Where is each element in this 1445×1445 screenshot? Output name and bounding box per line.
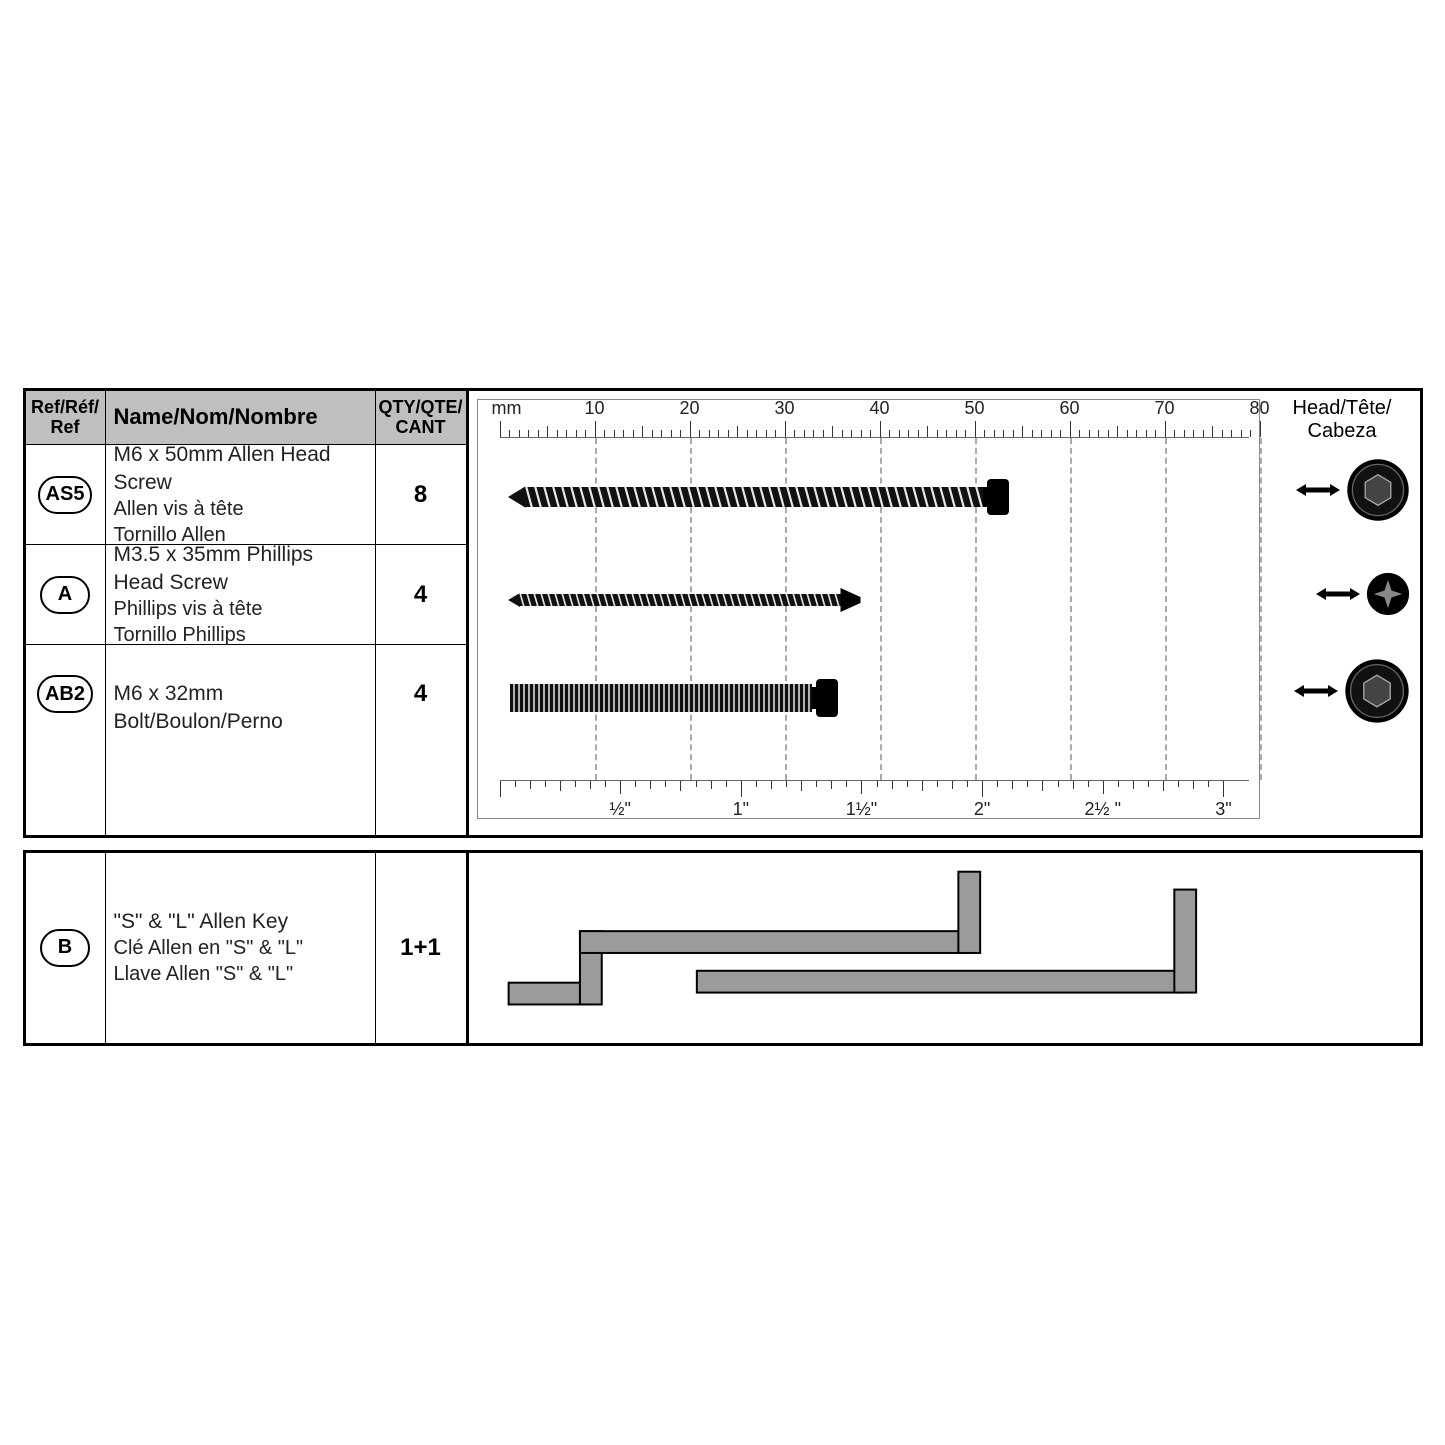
inch-tick-label: ½" bbox=[609, 799, 630, 820]
head-column: Head/Tête/ Cabeza bbox=[1265, 391, 1420, 835]
name-lines: M6 x 50mm Allen Head ScrewAllen vis à tê… bbox=[114, 441, 367, 548]
screw-illustration bbox=[508, 675, 1249, 725]
mm-unit-label: mm bbox=[492, 398, 522, 419]
allen-key-visual bbox=[466, 853, 1420, 1043]
head-icon-group bbox=[1316, 572, 1410, 616]
header-qty: QTY/QTE/ CANT bbox=[376, 391, 466, 445]
mm-tick-label: 30 bbox=[774, 398, 794, 419]
name-lines: M3.5 x 35mm Phillips Head ScrewPhillips … bbox=[114, 541, 367, 648]
head-icon-group bbox=[1296, 458, 1410, 522]
table-row: A M3.5 x 35mm Phillips Head ScrewPhillip… bbox=[26, 545, 466, 645]
ruler-bottom: ½" 1" 1½" 2" 2½ " 3" bbox=[500, 780, 1249, 818]
mm-tick-label: 40 bbox=[869, 398, 889, 419]
hardware-table-panel: Ref/Réf/ Ref Name/Nom/Nombre QTY/QTE/ CA… bbox=[23, 388, 1423, 838]
ruler-visual-area: mm1020304050607080 ½"1"1½"2"2½ "3" Head/… bbox=[466, 391, 1420, 835]
inch-tick-label: 1" bbox=[733, 799, 749, 820]
mm-tick-label: 20 bbox=[679, 398, 699, 419]
ref-badge-b: B bbox=[40, 929, 90, 967]
double-arrow-icon bbox=[1294, 681, 1338, 701]
mm-tick-label: 50 bbox=[964, 398, 984, 419]
mm-tick-label: 60 bbox=[1059, 398, 1079, 419]
screw-illustration bbox=[508, 475, 1249, 525]
allen-head-icon bbox=[1346, 458, 1410, 522]
header-name: Name/Nom/Nombre bbox=[106, 391, 376, 445]
qty-value: 1+1 bbox=[400, 934, 441, 962]
ruler-box: mm1020304050607080 ½"1"1½"2"2½ "3" bbox=[477, 399, 1260, 819]
ref-badge-as5: AS5 bbox=[38, 476, 93, 514]
qty-value: 4 bbox=[414, 581, 427, 609]
name-lines: "S" & "L" Allen KeyClé Allen en "S" & "L… bbox=[114, 908, 367, 987]
double-arrow-icon bbox=[1316, 584, 1360, 604]
allen-keys-svg bbox=[469, 853, 1420, 1043]
header-ref: Ref/Réf/ Ref bbox=[26, 391, 106, 445]
mm-tick-label: 70 bbox=[1154, 398, 1174, 419]
bolt-head-icon bbox=[1344, 658, 1410, 724]
qty-value: 4 bbox=[414, 680, 427, 708]
inch-tick-label: 2" bbox=[974, 799, 990, 820]
left-table: Ref/Réf/ Ref Name/Nom/Nombre QTY/QTE/ CA… bbox=[26, 391, 466, 835]
head-icon-group bbox=[1294, 658, 1410, 724]
inch-tick-label: 2½ " bbox=[1085, 799, 1121, 820]
qty-value: 8 bbox=[414, 481, 427, 509]
ruler-top: mm1020304050607080 bbox=[500, 400, 1249, 438]
ruler-dashed-line bbox=[1260, 438, 1262, 780]
inch-tick-label: 3" bbox=[1215, 799, 1231, 820]
double-arrow-icon bbox=[1296, 480, 1340, 500]
mm-tick-label: 10 bbox=[584, 398, 604, 419]
table-row: AB2 M6 x 32mm Bolt/Boulon/Perno 4 bbox=[26, 645, 466, 834]
table-row: AS5 M6 x 50mm Allen Head ScrewAllen vis … bbox=[26, 445, 466, 545]
allen-key-panel: B "S" & "L" Allen KeyClé Allen en "S" & … bbox=[23, 850, 1423, 1046]
left-table-bottom: B "S" & "L" Allen KeyClé Allen en "S" & … bbox=[26, 853, 466, 1043]
inch-tick-label: 1½" bbox=[846, 799, 877, 820]
table-row: B "S" & "L" Allen KeyClé Allen en "S" & … bbox=[26, 853, 466, 1043]
head-column-label: Head/Tête/ Cabeza bbox=[1293, 397, 1392, 443]
screw-illustration bbox=[508, 585, 1249, 635]
phillips-head-icon bbox=[1366, 572, 1410, 616]
table-header-row: Ref/Réf/ Ref Name/Nom/Nombre QTY/QTE/ CA… bbox=[26, 391, 466, 446]
ref-badge-ab2: AB2 bbox=[37, 675, 93, 713]
name-lines: M6 x 32mm Bolt/Boulon/Perno bbox=[114, 680, 367, 735]
ref-badge-a: A bbox=[40, 576, 90, 614]
